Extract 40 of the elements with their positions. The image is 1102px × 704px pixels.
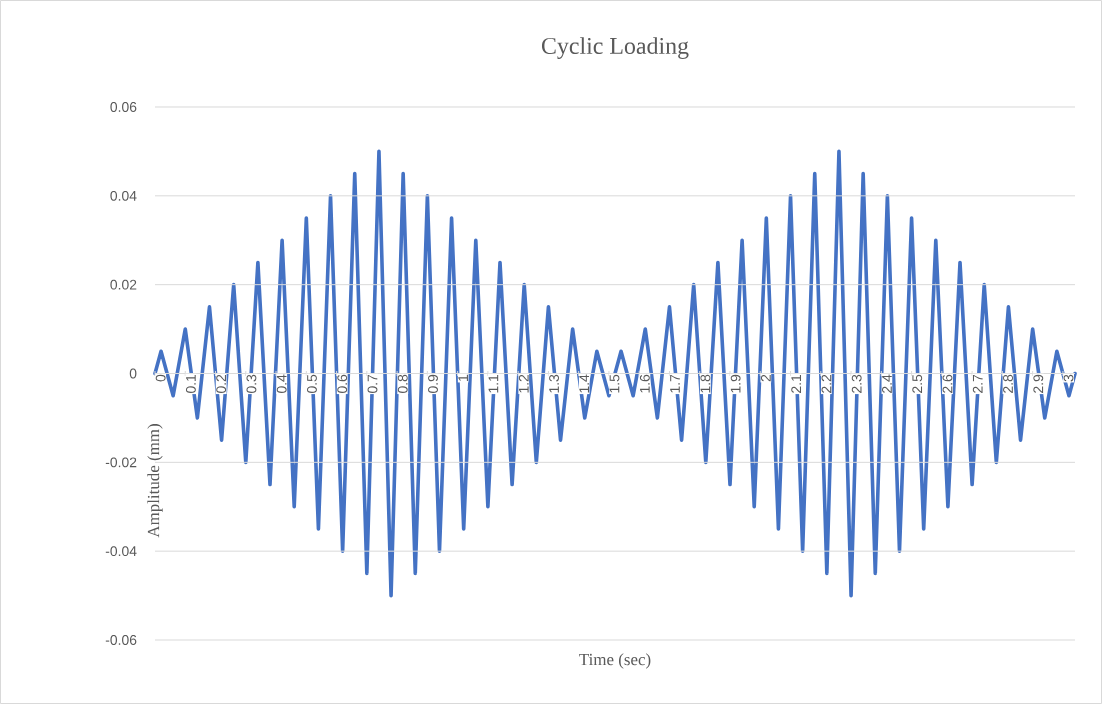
x-tick-label: 1.9	[730, 374, 741, 393]
x-tick-label: 0.6	[337, 374, 348, 394]
x-tick-label: 0.2	[216, 374, 227, 394]
x-tick-label: 1.2	[518, 374, 529, 393]
x-tick-label: 2.1	[791, 374, 801, 393]
x-tick-label: 1.5	[609, 374, 620, 393]
x-tick-label: 1.4	[579, 374, 589, 393]
x-tick-label: 2.2	[821, 374, 832, 393]
x-tick-label: 3	[1063, 374, 1074, 382]
x-tick-label: 2.8	[1003, 374, 1013, 393]
x-tick-label: 0.1	[185, 374, 196, 394]
x-tick-label: 0.5	[307, 374, 317, 394]
x-tick-label: 1.3	[549, 374, 560, 393]
x-tick-label: 1	[458, 374, 468, 381]
y-axis-title: Amplitude (mm)	[147, 424, 163, 538]
x-tick-label: 2.5	[912, 374, 923, 393]
chart-title: Cyclic Loading	[541, 37, 689, 59]
x-tick-label: 0	[155, 374, 166, 382]
x-tick-label: 1.1	[488, 374, 499, 393]
x-tick-label: 0.7	[367, 374, 378, 394]
y-tick-label: -0.04	[105, 546, 137, 557]
x-tick-label: 0.4	[276, 374, 287, 394]
x-tick-label: 0.8	[397, 374, 408, 394]
x-tick-label: 1.8	[700, 374, 711, 393]
x-axis-title: Time (sec)	[579, 653, 651, 669]
x-tick-label: 2.3	[851, 374, 862, 393]
x-tick-label: 2.6	[942, 374, 953, 393]
x-tick-label: 1.7	[670, 374, 680, 393]
x-tick-label: 2.4	[882, 374, 892, 393]
x-tick-label: 2	[760, 374, 771, 382]
y-tick-label: -0.02	[105, 457, 137, 468]
y-tick-label: -0.06	[105, 635, 137, 645]
x-tick-label: 0.9	[428, 374, 438, 394]
y-tick-label: 0.02	[110, 279, 137, 290]
x-tick-label: 0.3	[246, 374, 257, 394]
x-tick-label: 2.7	[972, 374, 983, 393]
x-tick-label: 1.6	[639, 374, 650, 393]
x-tick-label: 2.9	[1033, 374, 1044, 393]
y-tick-label: 0.06	[110, 102, 137, 112]
y-tick-label: 0.04	[110, 190, 137, 201]
